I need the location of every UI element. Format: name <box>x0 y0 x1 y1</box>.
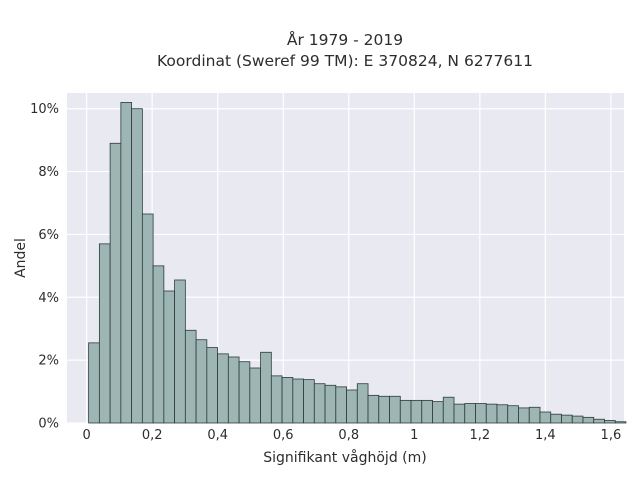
histogram-bar <box>571 415 584 424</box>
histogram-bar <box>421 399 433 424</box>
y-tick-label: 4% <box>38 291 59 306</box>
histogram-bar <box>464 403 476 424</box>
histogram-bar <box>550 413 562 424</box>
histogram-bar <box>141 213 154 424</box>
histogram-bar <box>120 102 133 424</box>
y-tick-label: 8% <box>38 165 59 180</box>
y-axis-label: Andel <box>13 238 29 278</box>
histogram-bar <box>109 142 122 424</box>
histogram-bar <box>88 342 100 424</box>
histogram-bar <box>453 403 466 424</box>
histogram-bar <box>346 389 358 424</box>
histogram-bar <box>260 351 272 424</box>
histogram-bar <box>163 290 175 424</box>
histogram-bar <box>561 414 573 424</box>
histogram-bar <box>195 339 208 424</box>
chart-title-line-2: Koordinat (Sweref 99 TM): E 370824, N 62… <box>157 52 533 70</box>
histogram-bar <box>238 361 251 424</box>
histogram-bar <box>303 379 315 424</box>
histogram-bar <box>249 367 261 424</box>
histogram-bar <box>292 378 304 424</box>
x-tick-label: 1 <box>410 428 418 443</box>
histogram-bar <box>227 356 240 424</box>
histogram-bar <box>410 399 423 424</box>
x-tick-label: 1,2 <box>469 428 490 443</box>
histogram-bar <box>507 405 519 424</box>
x-tick-label: 0,4 <box>207 428 228 443</box>
y-tick-label: 2% <box>38 354 59 369</box>
histogram-bar <box>270 375 283 424</box>
histogram-bar <box>281 377 294 424</box>
histogram-bar <box>335 386 347 424</box>
histogram-bar <box>378 395 390 424</box>
y-tick-label: 0% <box>38 417 59 432</box>
histogram-bar <box>206 347 218 424</box>
x-tick-label: 0,6 <box>273 428 294 443</box>
histogram-bar <box>184 329 197 424</box>
x-tick-label: 0 <box>83 428 91 443</box>
histogram-bars <box>88 102 627 424</box>
x-tick-label: 1,4 <box>535 428 556 443</box>
histogram-bar <box>604 420 616 424</box>
histogram-bar <box>432 401 444 424</box>
histogram-bar <box>217 353 229 424</box>
histogram-bar <box>475 403 487 424</box>
histogram-bar <box>399 399 412 424</box>
chart-title-line-1: År 1979 - 2019 <box>287 30 403 49</box>
histogram-bar <box>518 407 530 424</box>
histogram-bar <box>98 243 111 424</box>
histogram-bar <box>313 383 326 424</box>
histogram-bar <box>593 418 605 424</box>
histogram-bar <box>131 108 143 424</box>
x-tick-label: 0,2 <box>142 428 163 443</box>
histogram-bar <box>367 394 380 424</box>
histogram-bar <box>442 396 455 424</box>
x-tick-label: 1,6 <box>601 428 622 443</box>
histogram-bar <box>389 395 401 424</box>
tick-labels: 0 0,2 0,4 0,6 0,8 1 1,2 1,4 1,6 0% 2% 4% 6% 8% 10% <box>30 102 621 443</box>
histogram-bar <box>496 404 509 424</box>
histogram-bar <box>152 265 165 424</box>
histogram-bar <box>174 279 186 424</box>
histogram-bar <box>614 421 627 424</box>
histogram-bar <box>356 383 369 424</box>
histogram-bar <box>485 403 498 424</box>
x-axis-label: Signifikant våghöjd (m) <box>263 449 426 466</box>
y-tick-label: 10% <box>30 102 59 117</box>
y-tick-label: 6% <box>38 228 59 243</box>
histogram-bar <box>324 384 337 424</box>
histogram-bar <box>539 411 552 424</box>
x-tick-label: 0,8 <box>338 428 359 443</box>
histogram-bar <box>528 406 541 424</box>
histogram-bar <box>582 416 595 424</box>
